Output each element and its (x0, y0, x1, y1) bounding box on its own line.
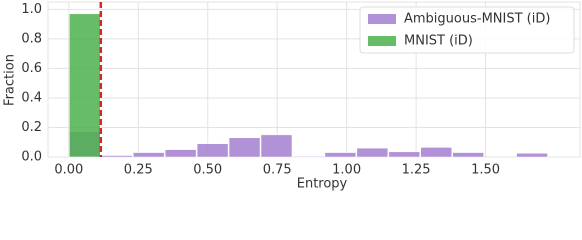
histogram-bar (228, 137, 261, 158)
y-tick-label: 1.0 (21, 2, 42, 17)
x-tick-label: 1.00 (332, 163, 361, 178)
histogram-bar (101, 155, 133, 158)
histogram-bar (196, 143, 229, 158)
chart: Entropy Fraction 0.0 0.2 0.4 0.6 0.8 1.0 0.00 0… (3, 1, 581, 192)
legend-label: MNIST (iD) (404, 34, 473, 49)
x-tick-label: 1.50 (471, 163, 500, 178)
histogram-bar (420, 147, 452, 158)
y-tick-label: 0.4 (21, 90, 42, 105)
y-axis-label: Fraction (3, 54, 18, 106)
histogram-bar (292, 156, 325, 158)
histogram-bar (452, 152, 484, 158)
histogram-bar (69, 13, 101, 158)
histogram-bar (388, 151, 421, 158)
x-tick-label: 0.75 (263, 163, 292, 178)
y-tick-label: 0.0 (21, 150, 42, 165)
legend-swatch (368, 36, 396, 46)
y-tick-label: 0.8 (21, 31, 42, 46)
legend-label: Ambiguous-MNIST (iD) (404, 12, 550, 27)
histogram-bar (260, 134, 293, 158)
histogram-bar (164, 149, 197, 158)
histogram-bar (516, 153, 548, 158)
histogram-bar (132, 152, 165, 158)
y-tick-label: 0.6 (21, 61, 42, 76)
histogram-bar (356, 147, 389, 158)
x-tick-label: 1.25 (402, 163, 431, 178)
y-tick-label: 0.2 (21, 120, 42, 135)
x-tick-label: 0.00 (54, 163, 83, 178)
legend-swatch (368, 14, 396, 24)
legend-box (359, 6, 575, 54)
x-tick-label: 0.25 (124, 163, 153, 178)
x-axis-label: Entropy (297, 177, 348, 192)
x-tick-label: 0.50 (193, 163, 222, 178)
histogram-bar (324, 152, 357, 158)
